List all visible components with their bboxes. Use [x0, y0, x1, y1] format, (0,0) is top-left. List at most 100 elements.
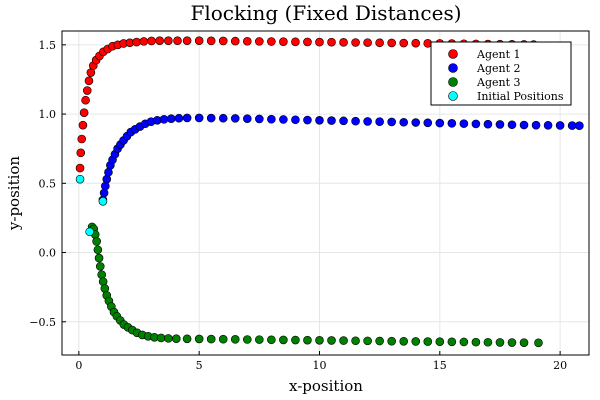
legend-marker-agent-3	[448, 77, 458, 87]
data-point-agent-3	[423, 337, 433, 346]
data-point-agent-2	[230, 114, 240, 123]
data-point-agent-1	[77, 134, 87, 144]
data-point-agent-3	[156, 333, 166, 343]
data-point-agent-1	[81, 95, 90, 105]
data-point-agent-3	[230, 335, 240, 344]
data-point-agent-3	[411, 337, 421, 346]
x-tick-label: 10	[312, 359, 326, 372]
data-point-agent-3	[447, 337, 457, 347]
data-points	[75, 36, 584, 348]
data-point-agent-1	[339, 38, 348, 47]
data-point-agent-3	[303, 335, 312, 345]
series-agent-1	[75, 36, 538, 173]
data-point-agent-3	[339, 336, 348, 345]
data-point-agent-3	[267, 335, 276, 345]
data-point-agent-2	[519, 120, 529, 130]
x-axis: 0 5 10 15 20	[75, 351, 567, 372]
data-point-agent-1	[279, 37, 288, 46]
data-point-agent-2	[303, 115, 312, 125]
y-tick-label: 1.0	[39, 108, 57, 121]
data-point-agent-3	[194, 334, 204, 344]
data-point-agent-3	[206, 334, 216, 344]
chart-title: Flocking (Fixed Distances)	[190, 1, 461, 25]
data-point-agent-2	[182, 113, 192, 123]
data-point-agent-3	[172, 334, 181, 343]
data-point-agent-3	[327, 336, 336, 345]
y-tick-label: 0.0	[39, 247, 57, 260]
data-point-agent-2	[387, 117, 396, 127]
data-point-agent-3	[164, 334, 173, 343]
data-point-agent-1	[218, 36, 228, 46]
data-point-agent-2	[459, 119, 469, 128]
data-point-agent-3	[94, 253, 104, 263]
legend-marker-agent-1	[448, 49, 458, 59]
data-point-agent-1	[76, 148, 86, 158]
data-point-agent-1	[84, 76, 94, 86]
data-point-agent-2	[194, 113, 204, 123]
x-tick-label: 20	[553, 359, 567, 372]
data-point-agent-1	[79, 108, 89, 117]
data-point-agent-2	[423, 118, 433, 128]
data-point-agent-3	[97, 270, 107, 279]
data-point-agent-1	[303, 37, 312, 47]
data-point-agent-2	[531, 120, 541, 130]
data-point-agent-1	[173, 36, 182, 45]
data-point-agent-3	[95, 262, 105, 271]
legend-label-agent-3: Agent 3	[476, 76, 521, 89]
data-point-agent-1	[230, 36, 240, 46]
data-point-initial-positions	[75, 174, 85, 184]
x-tick-label: 15	[433, 359, 447, 372]
data-point-agent-1	[351, 38, 360, 47]
data-point-agent-3	[93, 245, 103, 255]
data-point-agent-3	[279, 335, 288, 345]
data-point-agent-2	[166, 114, 176, 123]
data-point-agent-2	[375, 117, 384, 126]
data-point-agent-1	[315, 37, 324, 47]
data-point-agent-2	[575, 121, 584, 131]
data-point-initial-positions	[85, 227, 94, 237]
data-point-agent-1	[155, 36, 164, 45]
data-point-agent-3	[375, 336, 384, 346]
legend-label-agent-2: Agent 2	[476, 62, 521, 75]
y-tick-label: −0.5	[29, 316, 56, 329]
data-point-agent-2	[435, 118, 445, 128]
data-point-agent-3	[351, 336, 360, 346]
data-point-agent-2	[159, 115, 169, 124]
data-point-agent-3	[315, 336, 324, 345]
plot-frame	[61, 30, 590, 356]
data-point-agent-2	[267, 114, 276, 124]
data-point-agent-1	[82, 86, 92, 95]
x-axis-label: x-position	[289, 377, 363, 395]
data-point-agent-3	[255, 335, 264, 344]
data-point-agent-2	[399, 117, 409, 127]
data-point-agent-2	[101, 181, 110, 191]
data-point-agent-3	[534, 338, 543, 348]
data-point-agent-2	[507, 120, 517, 130]
data-point-agent-2	[483, 119, 493, 129]
data-point-agent-2	[327, 116, 336, 125]
data-point-agent-2	[291, 115, 300, 125]
data-point-agent-2	[255, 114, 264, 124]
data-point-agent-2	[351, 116, 360, 126]
series-agent-3	[87, 222, 543, 348]
data-point-agent-1	[411, 38, 421, 48]
data-point-agent-1	[75, 163, 85, 173]
data-point-initial-positions	[98, 197, 108, 206]
y-tick-label: 0.5	[39, 177, 57, 190]
data-point-agent-3	[182, 334, 192, 344]
data-point-agent-3	[363, 336, 372, 346]
data-point-agent-2	[206, 113, 216, 123]
data-point-agent-2	[218, 113, 228, 123]
data-point-agent-3	[495, 338, 505, 347]
data-point-agent-1	[132, 37, 141, 47]
y-tick-label: 1.5	[39, 39, 57, 52]
data-point-agent-1	[242, 36, 252, 46]
data-point-agent-1	[147, 36, 156, 46]
y-axis-label: y-position	[5, 156, 23, 232]
data-point-agent-1	[255, 37, 264, 46]
data-point-agent-3	[399, 336, 409, 346]
data-point-agent-1	[363, 38, 372, 47]
data-point-agent-3	[519, 338, 529, 347]
